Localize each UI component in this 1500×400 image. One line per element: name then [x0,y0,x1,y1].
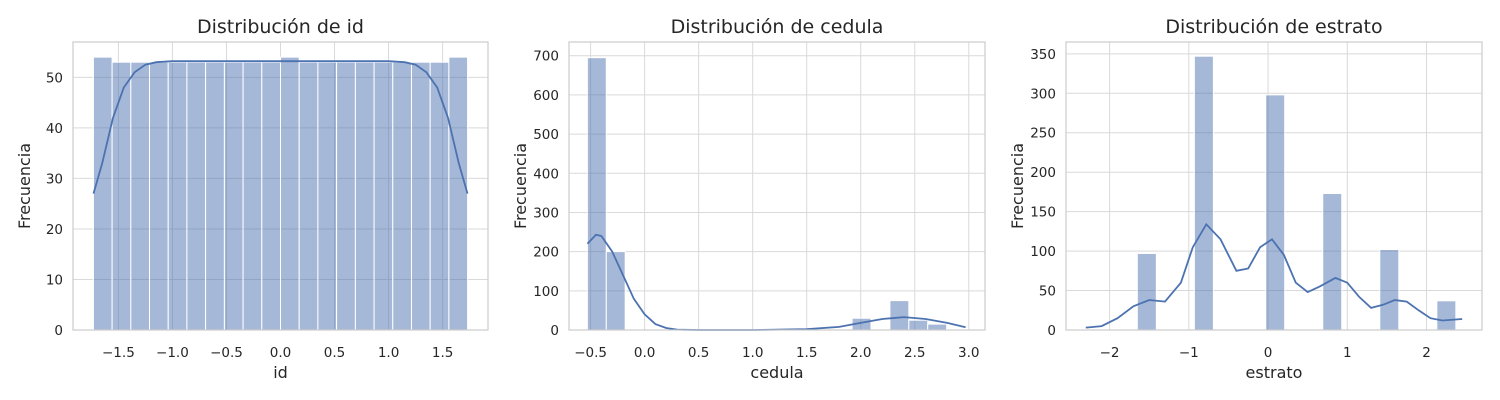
id-histogram-bar [186,61,207,331]
id-y-tick-label: 20 [46,222,63,238]
cedula-x-tick-label: 2.0 [850,345,871,361]
cedula-y-tick-label: 0 [550,323,559,339]
cedula-x-tick-label: 0.5 [688,345,709,361]
cedula-x-tick-label: 1.5 [796,345,817,361]
estrato-y-tick-label: 350 [1030,47,1056,63]
id-kde-curve [92,60,469,194]
id-y-tick-label: 40 [46,121,63,137]
cedula-y-tick-label: 300 [533,205,559,221]
cedula-histogram-bar [908,319,929,331]
id-histogram-bar [242,61,263,331]
estrato-y-tick-label: 300 [1030,86,1056,102]
estrato-x-axis-label: estrato [1246,363,1303,382]
cedula-x-tick-label: 0.0 [634,345,655,361]
cedula-x-tick-label: −0.5 [574,345,607,361]
cedula-histogram-bar [605,251,626,331]
estrato-y-tick-label: 200 [1030,165,1056,181]
id-histogram-bar [392,61,412,331]
cedula-x-tick-label: 3.0 [958,345,979,361]
estrato-histogram-bar [1436,300,1457,331]
id-histogram-bar [373,61,394,331]
id-histogram-bar [280,56,300,331]
id-histogram-bar [261,61,281,331]
cedula-y-tick-label: 700 [533,49,559,65]
id-histogram-bar [111,61,132,331]
cedula-axes-frame [568,41,986,331]
estrato-histogram-bar [1322,192,1343,331]
estrato-histogram-bar [1379,249,1400,331]
estrato-x-tick-label: −2 [1100,345,1120,361]
id-histogram-bar [223,61,244,331]
cedula-y-tick-label: 400 [533,166,559,182]
cedula-y-tick-label: 500 [533,127,559,143]
cedula-y-axis-label: Frecuencia [511,143,530,229]
id-x-tick-label: 1.5 [432,345,453,361]
estrato-y-tick-label: 0 [1047,323,1056,339]
estrato-chart-title: Distribución de estrato [1165,16,1382,38]
id-y-tick-label: 0 [54,323,63,339]
estrato-y-tick-label: 250 [1030,126,1056,142]
id-histogram-bar [92,56,113,331]
id-y-tick-label: 50 [46,70,63,86]
cedula-y-tick-label: 100 [533,284,559,300]
cedula-x-tick-label: 2.5 [904,345,925,361]
id-histogram-bar [205,61,225,331]
estrato-y-tick-label: 100 [1030,244,1056,260]
id-histogram-bar [298,61,319,331]
id-histogram-bar [429,61,450,331]
estrato-kde-curve [1085,222,1463,329]
estrato-x-tick-label: 1 [1343,345,1352,361]
cedula-y-tick-label: 200 [533,245,559,261]
id-chart-title: Distribución de id [197,16,364,38]
id-histogram-bar [336,61,356,331]
id-x-tick-label: 1.0 [378,345,399,361]
cedula-x-axis-label: cedula [750,363,803,382]
id-x-tick-label: 0.5 [324,345,345,361]
estrato-histogram-bar [1136,252,1157,331]
id-histogram-bar [448,56,469,331]
id-x-tick-label: −0.5 [210,345,243,361]
cedula-histogram-bar [889,300,910,331]
cedula-x-tick-label: 1.0 [742,345,763,361]
cedula-histogram-bar [586,57,607,331]
estrato-x-tick-label: 0 [1264,345,1273,361]
id-histogram-panel: 0 10 20 30 40 50 −1.5 −1.0 −0.5 0.0 0.5 1.0 1.5 Distr… [15,16,489,382]
id-x-axis-label: id [273,363,288,382]
estrato-x-tick-label: 2 [1422,345,1431,361]
estrato-axes-frame [1065,41,1483,331]
estrato-histogram-bar [1193,55,1214,331]
id-histogram-bar [354,61,375,331]
id-x-tick-label: −1.0 [156,345,189,361]
estrato-histogram-panel: 0 50 100 150 200 250 300 350 −2 −1 0 1 2 Distribución… [1008,16,1483,382]
id-histogram-bar [410,61,431,331]
cedula-histogram-bar [927,323,948,331]
estrato-x-tick-label: −1 [1179,345,1199,361]
id-y-tick-label: 10 [46,272,63,288]
estrato-y-tick-label: 150 [1030,205,1056,221]
id-histogram-bar [167,61,188,331]
id-x-tick-label: 0.0 [270,345,291,361]
estrato-y-axis-label: Frecuencia [1008,143,1027,229]
estrato-y-tick-label: 50 [1039,284,1056,300]
cedula-chart-title: Distribución de cedula [671,16,884,38]
cedula-y-tick-label: 600 [533,88,559,104]
id-histogram-bar [130,61,151,331]
id-axes-frame [72,41,489,331]
id-y-axis-label: Frecuencia [15,143,34,229]
id-histogram-bar [317,61,338,331]
cedula-histogram-panel: 0 100 200 300 400 500 600 700 −0.5 0.0 0.5 1.0 1.5 2.… [511,16,986,382]
id-histogram-bar [149,61,169,331]
id-y-tick-label: 30 [46,171,63,187]
id-x-tick-label: −1.5 [102,345,135,361]
estrato-histogram-bar [1265,94,1286,331]
